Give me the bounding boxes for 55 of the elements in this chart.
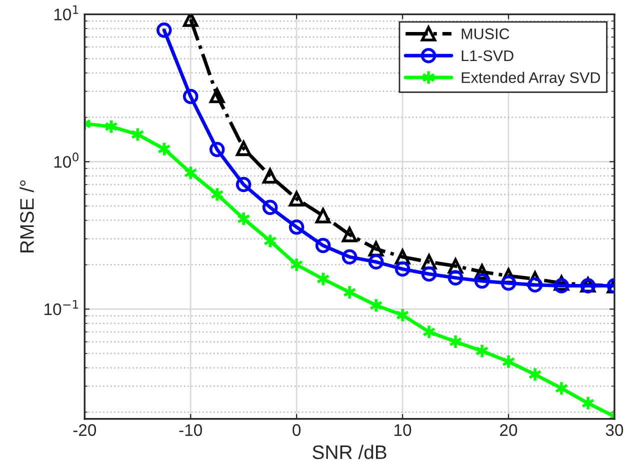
point bbox=[422, 324, 436, 340]
point bbox=[369, 298, 383, 314]
point bbox=[210, 186, 224, 202]
point bbox=[581, 396, 595, 411]
point bbox=[209, 142, 225, 158]
x-tick-label: 10 bbox=[394, 424, 412, 436]
point bbox=[315, 208, 331, 224]
legend-label: L1-SVD bbox=[462, 50, 514, 62]
point bbox=[500, 276, 516, 291]
point bbox=[262, 200, 278, 215]
point bbox=[130, 126, 144, 142]
point bbox=[290, 257, 304, 272]
point bbox=[342, 249, 358, 265]
point bbox=[236, 176, 252, 192]
x-tick-label: 30 bbox=[606, 424, 624, 436]
x-axis-title: SNR /dB bbox=[312, 444, 386, 460]
point bbox=[528, 366, 542, 382]
point bbox=[288, 219, 304, 235]
point bbox=[396, 308, 410, 323]
point bbox=[156, 22, 172, 38]
point bbox=[262, 168, 278, 184]
point bbox=[104, 118, 118, 134]
y-tick-label: 10$^{0}$ bbox=[54, 152, 78, 168]
point bbox=[315, 238, 331, 254]
x-tick-label: -10 bbox=[179, 424, 202, 436]
point bbox=[182, 14, 198, 27]
legend-label: Extended Array SVD bbox=[462, 72, 600, 86]
y-tick-label: 10$^{1}$ bbox=[54, 5, 78, 20]
point bbox=[394, 261, 410, 277]
point bbox=[236, 211, 250, 226]
point bbox=[157, 141, 171, 157]
point bbox=[448, 334, 462, 350]
point bbox=[182, 88, 198, 104]
point bbox=[316, 271, 330, 287]
point bbox=[421, 266, 437, 282]
point bbox=[448, 270, 464, 286]
point bbox=[368, 254, 384, 270]
x-tick-label: 20 bbox=[500, 424, 518, 436]
y-tick-label: 10$^{−1}$ bbox=[44, 300, 78, 316]
point bbox=[263, 233, 277, 249]
y-axis-title: RMSE /° bbox=[20, 180, 34, 252]
point bbox=[184, 165, 198, 180]
point bbox=[209, 88, 225, 104]
point bbox=[527, 277, 543, 293]
point bbox=[474, 273, 490, 289]
point bbox=[288, 191, 304, 206]
point bbox=[475, 343, 489, 359]
x-tick-label: 0 bbox=[292, 424, 301, 436]
point bbox=[554, 380, 568, 396]
point bbox=[502, 354, 516, 370]
point bbox=[342, 284, 356, 300]
legend-label: MUSIC bbox=[462, 28, 510, 40]
point bbox=[236, 140, 252, 156]
point bbox=[342, 226, 358, 242]
x-tick-label: -20 bbox=[73, 424, 96, 436]
